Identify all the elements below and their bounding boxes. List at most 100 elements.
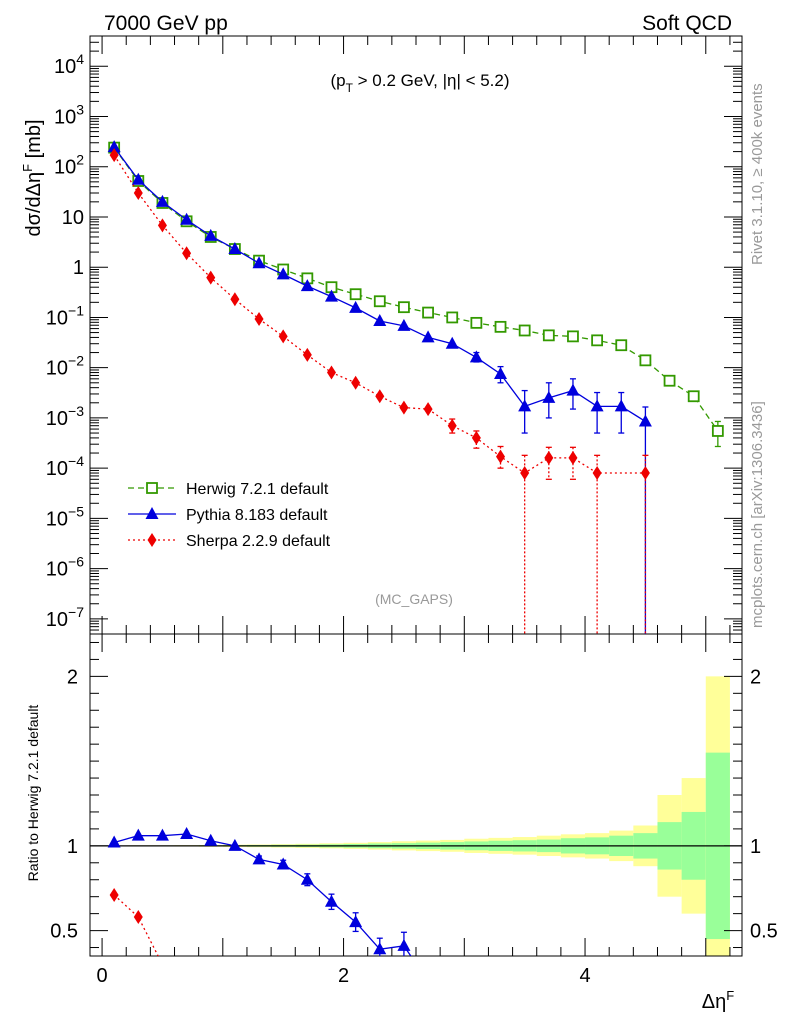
analysis-label: (MC_GAPS) <box>375 591 453 607</box>
point-pythia <box>155 194 169 207</box>
y-tick-label: 10−3 <box>46 403 84 430</box>
point-pythia <box>494 366 508 379</box>
point-pythia <box>638 414 652 427</box>
ratio-y-tick-label-right: 2 <box>750 666 761 688</box>
y-tick-label: 102 <box>54 152 84 179</box>
ratio-point-sherpa <box>109 887 119 902</box>
y-tick-label-base: 10 <box>46 458 68 480</box>
point-sherpa <box>302 347 312 362</box>
point-herwig <box>542 329 555 342</box>
ratio-point-pythia <box>180 826 194 839</box>
ratio-y-tick-label-right: 0.5 <box>750 921 778 943</box>
ratio-y-tick-label: 0.5 <box>50 921 78 943</box>
ratio-point-pythia <box>204 833 218 846</box>
point-sherpa <box>182 246 192 261</box>
point-herwig <box>591 334 604 347</box>
ratio-series-group <box>107 826 412 956</box>
y-tick-label: 10−5 <box>46 503 84 530</box>
point-pythia <box>276 267 290 280</box>
point-sherpa <box>544 450 554 465</box>
legend-label-pythia: Pythia 8.183 default <box>186 507 328 524</box>
point-pythia <box>445 336 459 349</box>
point-sherpa <box>206 270 216 285</box>
point-sherpa <box>157 218 167 233</box>
y-tick-label-base: 10 <box>54 56 76 78</box>
ratio-point-pythia <box>155 828 169 841</box>
y-tick-label-exp: −4 <box>68 453 84 469</box>
point-sherpa <box>399 400 409 415</box>
point-sherpa <box>133 185 143 200</box>
point-herwig <box>639 354 652 367</box>
point-herwig <box>567 330 579 343</box>
ratio-point-pythia <box>324 894 338 907</box>
point-pythia <box>373 313 387 326</box>
point-pythia <box>300 279 314 292</box>
x-tick-label: 0 <box>97 965 108 987</box>
point-pythia <box>349 300 363 313</box>
y-tick-label: 10−1 <box>46 302 84 329</box>
main-series-group <box>107 140 724 634</box>
y-tick-label: 1 <box>73 257 84 279</box>
rivet-label: Rivet 3.1.10, ≥ 400k events <box>749 83 766 265</box>
point-pythia <box>131 172 145 185</box>
point-pythia <box>397 318 411 331</box>
legend-marker-herwig <box>146 482 158 494</box>
point-sherpa <box>568 450 578 465</box>
ratio-point-pythia <box>107 835 121 848</box>
ratio-line-sherpa <box>113 894 159 956</box>
legend-marker-pythia <box>145 507 159 519</box>
point-sherpa <box>230 292 240 307</box>
ratio-line-pythia <box>113 833 412 956</box>
y-tick-label-exp: −1 <box>68 302 84 318</box>
point-pythia <box>518 399 532 412</box>
ratio-y-tick-label: 2 <box>67 666 78 688</box>
point-sherpa <box>375 389 385 404</box>
ratio-point-pythia <box>349 915 363 928</box>
point-herwig <box>687 390 700 403</box>
y-tick-label: 104 <box>54 51 84 78</box>
point-sherpa <box>496 449 506 464</box>
y-tick-label-exp: −6 <box>68 554 84 570</box>
axes: 0 2 410410310210110−110−210−310−410−510−61… <box>46 35 778 987</box>
point-herwig <box>349 288 362 301</box>
y-tick-label-exp: −3 <box>68 403 84 419</box>
y-tick-label: 10−4 <box>46 453 84 480</box>
point-sherpa <box>471 430 481 445</box>
point-pythia <box>469 350 483 363</box>
y-tick-label-base: 10 <box>46 559 68 581</box>
ratio-point-pythia <box>276 857 290 870</box>
point-pythia <box>614 399 628 412</box>
y-tick-label-base: 10 <box>46 307 68 329</box>
y-tick-label-base: 10 <box>46 508 68 530</box>
point-sherpa <box>520 466 530 481</box>
ratio-point-pythia <box>131 828 145 841</box>
point-pythia <box>252 256 266 269</box>
point-pythia <box>421 330 435 343</box>
series-line-sherpa <box>113 154 646 474</box>
legend-marker-sherpa <box>147 533 157 547</box>
y-tick-label: 103 <box>54 101 84 128</box>
point-herwig <box>663 374 676 387</box>
y-tick-label-exp: 3 <box>76 101 84 117</box>
point-sherpa <box>592 466 602 481</box>
point-pythia <box>204 228 218 241</box>
x-tick-label: 4 <box>579 965 590 987</box>
ratio-y-tick-label: 1 <box>67 836 78 858</box>
y-tick-label-exp: −7 <box>68 604 84 620</box>
x-tick-label: 2 <box>338 965 349 987</box>
point-herwig <box>422 306 434 319</box>
point-herwig <box>446 311 459 324</box>
source-label: mcplots.cern.ch [arXiv:1306.3436] <box>749 401 766 628</box>
point-pythia <box>566 383 580 396</box>
y-tick-label: 10−2 <box>46 353 84 380</box>
cuts-label: (pT > 0.2 GeV, |η| < 5.2) <box>330 71 509 95</box>
series-line-pythia <box>113 146 646 423</box>
legend-label-herwig: Herwig 7.2.1 default <box>186 481 329 498</box>
point-pythia <box>590 399 604 412</box>
data-layer <box>107 140 724 956</box>
ratio-point-pythia <box>373 942 387 955</box>
y-tick-label-exp: 4 <box>76 51 84 67</box>
point-pythia <box>180 212 194 225</box>
point-pythia <box>228 242 242 255</box>
